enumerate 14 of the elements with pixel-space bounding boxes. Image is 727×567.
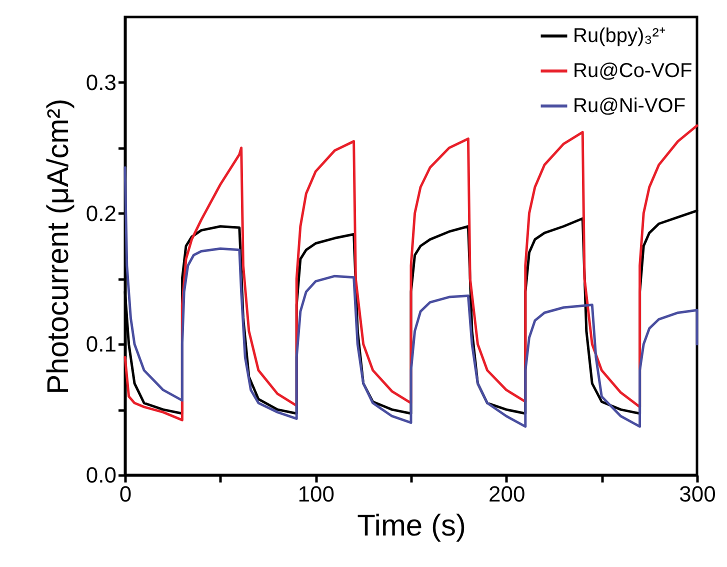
line-series xyxy=(124,166,698,428)
x-axis-title: Time (s) xyxy=(357,510,466,542)
y-tick-label: 0.0 xyxy=(86,462,116,488)
x-tick-label: 0 xyxy=(119,482,132,506)
legend-label: Ru@Co-VOF xyxy=(573,60,692,82)
x-tick-label: 300 xyxy=(679,482,716,506)
legend-label: Ru(bpy)₃²⁺ xyxy=(573,25,666,47)
y-tick-label: 0.1 xyxy=(86,332,116,357)
x-tick-label: 100 xyxy=(298,482,335,506)
legend-label: Ru@Ni-VOF xyxy=(573,95,686,117)
y-tick-label: 0.2 xyxy=(86,200,116,226)
y-tick-label: 0.3 xyxy=(86,70,116,95)
x-tick-label: 200 xyxy=(488,482,526,506)
y-axis-title: Photocurrent (μA/cm²) xyxy=(42,98,75,394)
